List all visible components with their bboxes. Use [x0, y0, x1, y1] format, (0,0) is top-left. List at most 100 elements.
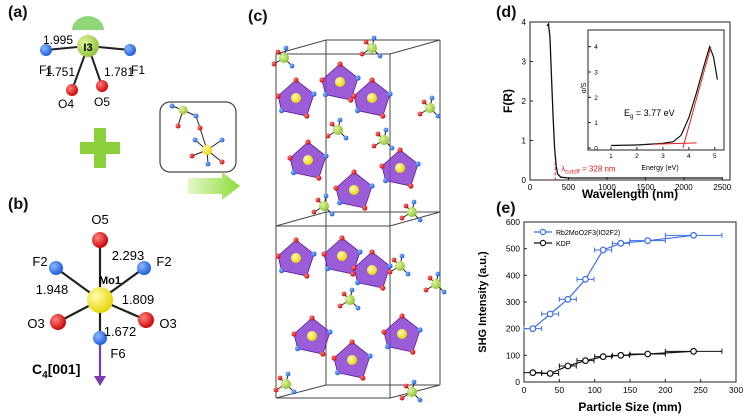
mo-atom — [367, 265, 377, 275]
inset-ytick-label: 2 — [594, 95, 598, 102]
inset-yticks: 0 1 2 3 4 — [588, 44, 598, 153]
vertex-atom — [349, 339, 355, 345]
iodine-atom — [281, 379, 291, 389]
ligand-atom — [349, 287, 355, 293]
bond-length-o5: 1.781 — [104, 65, 134, 79]
atom-label-o5: O5 — [94, 95, 110, 109]
octahedron-9 — [351, 249, 393, 291]
inset-baseline-line — [652, 142, 697, 145]
ligand-atom — [403, 203, 409, 209]
legend-marker-kdp — [539, 239, 547, 247]
iodate-group-5 — [371, 127, 395, 151]
bond-length-left: 1.948 — [36, 282, 69, 297]
chart-e-ytick-label: 200 — [506, 324, 520, 334]
octahedron-2 — [319, 61, 361, 103]
ligand-atom — [435, 113, 441, 119]
vertex-atom — [380, 113, 386, 119]
bond-length-f1-left: 1.995 — [43, 33, 73, 47]
panel-label-e: (e) — [496, 200, 516, 217]
vertex-atom — [295, 346, 301, 352]
ligand-atom — [315, 197, 321, 203]
atom-label-f6: F6 — [110, 346, 125, 361]
octahedron-10 — [291, 315, 333, 357]
octahedron-6 — [379, 147, 421, 189]
vertex-atom — [291, 170, 297, 176]
vertex-atom — [333, 185, 339, 191]
vertex-atom — [293, 237, 299, 243]
chart-e-xticks: 0 50 100 150 200 250 300 — [522, 379, 743, 395]
vertex-atom — [351, 265, 357, 271]
ligand-atom — [391, 257, 397, 263]
atom-label-f1-right: F1 — [131, 63, 145, 77]
chart-e-xlabel: Particle Size (mm) — [578, 400, 681, 414]
iodate-group-11 — [399, 379, 423, 403]
chart-e-legend: Rb2MoO2F3(IO2F2) KDP — [534, 228, 620, 248]
vertex-atom — [275, 253, 281, 259]
chart-e-ytick-label: 100 — [506, 350, 520, 360]
vertex-atom — [369, 77, 375, 83]
chart-e-xtick-label: 150 — [623, 385, 637, 395]
chart-d-xlabel: Wavelength (nm) — [582, 187, 678, 201]
bond-length-o4: 1.751 — [45, 65, 75, 79]
vertex-atom — [351, 93, 357, 99]
vertex-atom — [279, 268, 285, 274]
chart-e-xtick-label: 250 — [694, 385, 708, 395]
chart-d-ytick-label: 1 — [522, 137, 527, 146]
panel-c-crystal-structure — [271, 35, 447, 403]
iodate-layer — [271, 35, 447, 403]
chart-e-xtick-label: 50 — [555, 385, 565, 395]
atom-label-mo1: Mo1 — [99, 275, 121, 287]
iodine-atom — [319, 201, 329, 211]
lone-pair-lobe — [72, 16, 104, 30]
chart-e-point — [529, 325, 537, 333]
iodine-atom — [279, 53, 289, 63]
vertex-atom — [325, 266, 331, 272]
chart-e-point — [599, 353, 607, 361]
ligand-atom — [285, 371, 291, 377]
iodine-atom — [333, 125, 343, 135]
ligand-atom — [289, 63, 295, 69]
vertex-atom — [311, 91, 317, 97]
mo-atom — [291, 93, 301, 103]
ligand-atom — [275, 49, 281, 55]
ligand-atom — [359, 51, 365, 57]
vertex-atom — [339, 235, 345, 241]
vertex-atom — [408, 183, 414, 189]
atom-label-f2-right: F2 — [156, 254, 171, 269]
atom-i3 — [77, 35, 99, 57]
ligand-atom — [325, 133, 331, 139]
inset-xticks: 1 2 3 4 5 — [609, 147, 717, 160]
chart-e-point — [564, 362, 572, 370]
octahedron-12 — [381, 313, 423, 355]
chart-d-xtick-label: 1500 — [636, 183, 654, 192]
legend-label-kdp: KDP — [556, 241, 571, 248]
atom-label-i3: I3 — [83, 42, 92, 54]
chart-e-point — [690, 347, 697, 355]
mo-atom — [307, 331, 317, 341]
bond-length-bottom: 1.672 — [104, 324, 137, 339]
ligand-atom — [273, 387, 279, 393]
ligand-atom — [389, 145, 395, 151]
legend-label-sample: Rb2MoO2F3(IO2F2) — [556, 230, 620, 237]
octahedron-4 — [287, 139, 329, 181]
ligand-atom — [417, 217, 423, 223]
iodate-group-6 — [311, 193, 335, 217]
vertex-atom — [380, 285, 386, 291]
c4-axis-arrowhead — [94, 376, 106, 386]
octahedra-layer — [275, 61, 423, 381]
iodine-atom — [407, 207, 417, 217]
ligand-atom — [343, 135, 349, 141]
chart-e-point — [529, 369, 537, 377]
panel-label-c: (c) — [248, 8, 268, 25]
chart-e-yticks: 0 100 200 300 400 500 600 — [506, 217, 527, 387]
mo-atom — [397, 329, 407, 339]
iodine-atom — [425, 103, 435, 113]
inset-ytick-label: 1 — [594, 120, 598, 127]
c4-axis-label: C4[001] — [32, 361, 80, 381]
vertex-atom — [350, 271, 356, 277]
iodine-atom — [395, 261, 405, 271]
chart-d-yticks: 0 1 2 3 4 — [522, 18, 533, 185]
chart-d-inset-frame — [587, 29, 725, 151]
vertex-atom — [327, 329, 333, 335]
